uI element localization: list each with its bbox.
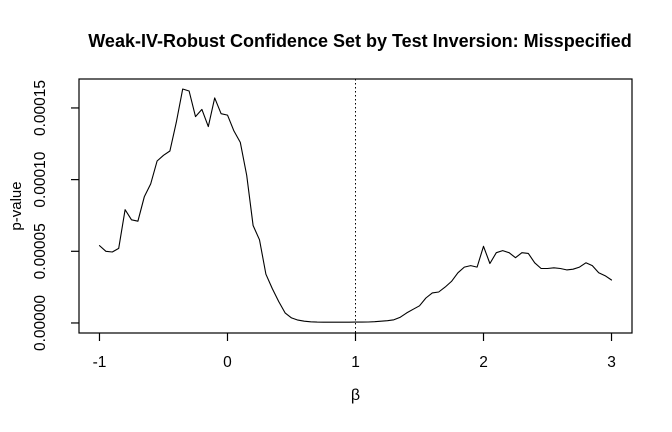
x-tick-label: 0 (223, 354, 232, 371)
p-value-curve (98, 88, 613, 323)
plot-box (78, 78, 633, 334)
y-tick-label: 0.00005 (32, 223, 49, 279)
x-tick-label: 2 (479, 354, 488, 371)
y-tick-label: 0.00000 (32, 295, 49, 351)
x-tick-label: 3 (607, 354, 616, 371)
x-tick-label: 1 (351, 354, 360, 371)
y-tick-label: 0.00010 (32, 151, 49, 207)
y-tick-label: 0.00015 (32, 80, 49, 136)
x-tick-label: -1 (93, 354, 107, 371)
x-axis-label: β (350, 387, 361, 404)
chart-title: Weak-IV-Robust Confidence Set by Test In… (88, 31, 632, 51)
